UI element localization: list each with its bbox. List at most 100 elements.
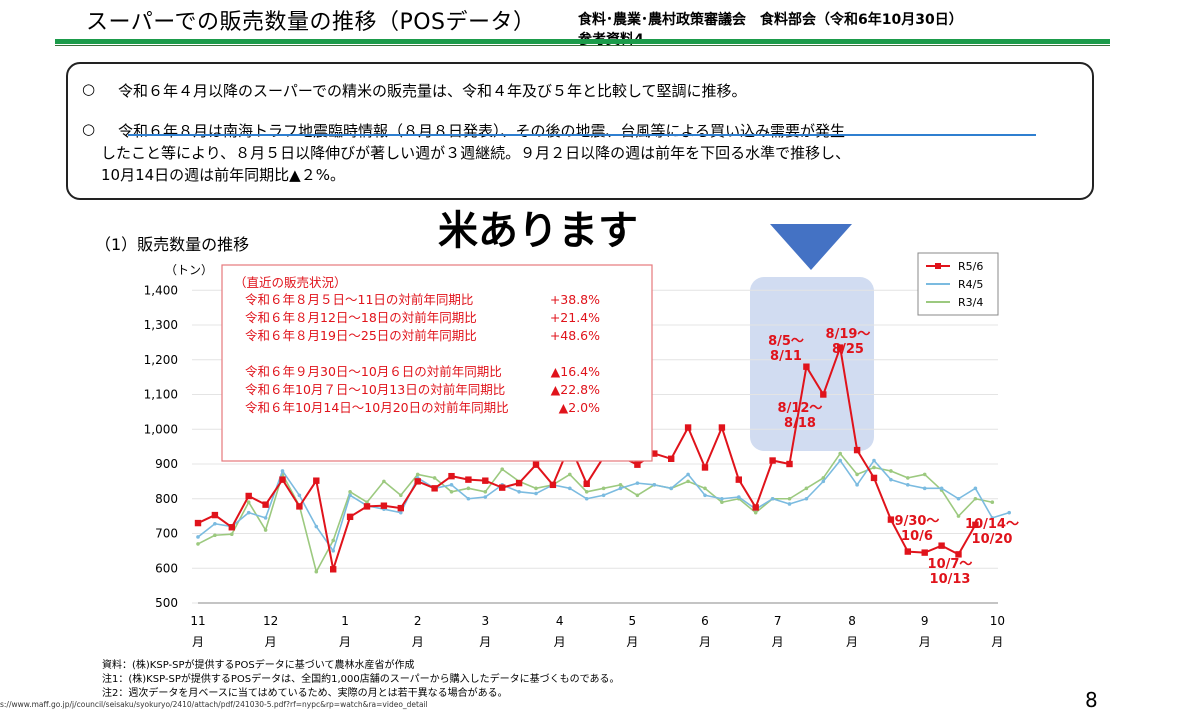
annotation-row-value: +48.6% (550, 328, 600, 343)
data-point (194, 519, 202, 527)
footnote-1: 注1：(株)KSP-SPが提供するPOSデータは、全国約1,000店舗のスーパー… (102, 674, 620, 685)
data-point (904, 548, 911, 555)
data-point (703, 493, 707, 498)
x-tick-label: 2 (414, 614, 422, 628)
data-point (346, 513, 354, 521)
point-label: 8/11 (770, 349, 802, 364)
data-point (568, 486, 572, 491)
data-point (939, 486, 944, 491)
data-point (314, 569, 319, 574)
x-tick-label: 1 (341, 614, 349, 628)
source-note: 資料：(株)KSP-SPが提供するPOSデータに基づいて農林水産省が作成 (102, 660, 415, 671)
data-point (634, 461, 641, 468)
page-number: 8 (1085, 688, 1098, 712)
data-point (855, 483, 859, 487)
data-point (532, 461, 540, 468)
point-label: 10/20 (972, 532, 1013, 547)
data-point (196, 535, 200, 539)
data-point (956, 514, 961, 518)
data-point (720, 500, 724, 505)
y-tick-label: 900 (155, 457, 178, 471)
footnote-2: 注2：週次データを月ベースに当てはめているため、実際の月とは若干異なる場合がある… (102, 688, 508, 699)
data-point (973, 496, 978, 501)
data-point (1007, 510, 1011, 515)
highlight-region (750, 277, 874, 451)
legend-marker (935, 263, 941, 269)
data-point (922, 486, 927, 491)
data-point (314, 524, 319, 529)
data-point (482, 477, 489, 484)
data-point (448, 472, 455, 480)
data-point (820, 391, 827, 398)
y-tick-label: 800 (155, 492, 178, 506)
data-point (973, 486, 978, 491)
data-point (804, 496, 809, 501)
data-point (753, 510, 758, 515)
data-point (787, 496, 792, 501)
data-point (415, 472, 420, 477)
data-point (399, 510, 403, 515)
data-point (583, 480, 590, 488)
x-tick-unit: 月 (412, 635, 424, 649)
point-label: 10/14～ (965, 517, 1019, 532)
data-point (735, 476, 742, 483)
data-point (838, 451, 842, 456)
annotation-row-label: 令和６年８月５日～11日の対前年同期比 (245, 292, 473, 307)
data-point (500, 467, 505, 472)
x-tick-label: 6 (701, 614, 709, 628)
legend-label: R3/4 (958, 296, 983, 309)
data-point (297, 493, 302, 498)
data-point (330, 566, 337, 573)
x-tick-label: 3 (481, 614, 489, 628)
data-point (262, 501, 269, 508)
annotation-row-label: 令和６年８月12日～18日の対前年同期比 (245, 310, 477, 325)
data-point (568, 472, 572, 477)
data-point (737, 495, 741, 499)
data-point (246, 510, 251, 515)
data-point (213, 533, 217, 538)
data-point (331, 538, 336, 543)
data-point (821, 476, 826, 480)
data-point (601, 486, 606, 491)
section-title: （1）販売数量の推移 (95, 235, 250, 254)
annotation-row-value: +21.4% (550, 310, 600, 325)
data-point (956, 496, 961, 501)
data-point (821, 479, 826, 484)
data-point (635, 493, 640, 498)
data-point (348, 490, 352, 494)
data-point (263, 528, 268, 532)
point-label: 10/6 (901, 529, 933, 544)
y-axis-label: （トン） (165, 263, 213, 277)
data-point (786, 460, 793, 468)
annotation-box (221, 264, 653, 462)
data-point (651, 450, 658, 457)
data-point (584, 496, 589, 501)
data-point (906, 483, 910, 487)
data-point (313, 477, 320, 484)
annotation-row-value: +38.8% (550, 292, 600, 307)
point-label: 10/13 (930, 572, 971, 587)
data-point (432, 476, 437, 480)
x-tick-unit: 月 (846, 635, 858, 649)
data-point (365, 500, 369, 505)
x-tick-label: 8 (848, 614, 856, 628)
x-tick-label: 10 (990, 614, 1005, 628)
bullet-icon: ○ (82, 80, 96, 98)
header-rule-thin (55, 45, 1110, 46)
data-point (263, 516, 268, 520)
data-point (922, 472, 927, 477)
header-rule (55, 39, 1110, 44)
data-point (449, 483, 454, 487)
data-point (972, 521, 979, 529)
data-point (397, 504, 404, 512)
data-point (499, 484, 506, 491)
data-point (752, 504, 759, 511)
data-point (230, 532, 234, 536)
data-point (449, 490, 454, 494)
legend-label: R4/5 (958, 278, 983, 291)
data-point (534, 491, 538, 496)
data-point (466, 486, 471, 491)
x-tick-unit: 月 (991, 635, 1003, 649)
data-point (483, 495, 488, 499)
